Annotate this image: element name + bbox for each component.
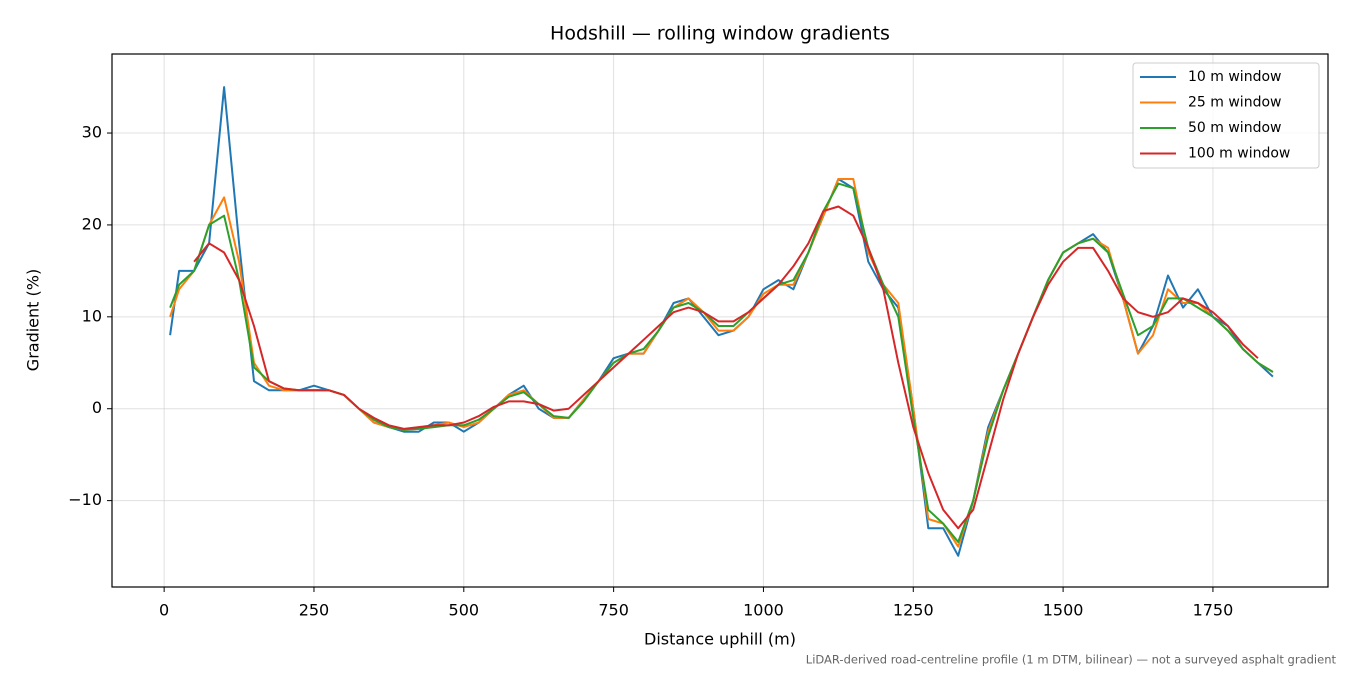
x-tick-label: 1750 xyxy=(1193,601,1234,620)
y-tick-label: 0 xyxy=(92,398,102,417)
y-tick-label: 30 xyxy=(82,123,102,142)
y-axis-label: Gradient (%) xyxy=(24,269,43,371)
footnote: LiDAR-derived road-centreline profile (1… xyxy=(806,653,1337,667)
legend-label: 25 m window xyxy=(1188,95,1281,111)
legend-box xyxy=(1132,62,1320,169)
legend-label: 100 m window xyxy=(1188,146,1290,162)
plot-frame xyxy=(111,53,1329,588)
legend-label: 10 m window xyxy=(1188,69,1281,85)
x-tick-label: 1250 xyxy=(893,601,934,620)
chart-title: Hodshill — rolling window gradients xyxy=(550,23,890,45)
y-tick-label: −10 xyxy=(68,490,102,509)
x-tick-label: 250 xyxy=(299,601,330,620)
x-tick-label: 1500 xyxy=(1043,601,1084,620)
legend-label: 50 m window xyxy=(1188,120,1281,136)
x-axis-label: Distance uphill (m) xyxy=(644,630,796,649)
x-tick-label: 1000 xyxy=(743,601,784,620)
series-line xyxy=(193,205,1259,530)
y-tick-label: 20 xyxy=(82,214,102,233)
y-tick-label: 10 xyxy=(82,306,102,325)
x-tick-label: 750 xyxy=(598,601,629,620)
x-tick-label: 0 xyxy=(159,601,169,620)
legend: 10 m window 25 m window 50 m window 100 m w… xyxy=(1132,62,1320,169)
x-tick-label: 500 xyxy=(449,601,480,620)
